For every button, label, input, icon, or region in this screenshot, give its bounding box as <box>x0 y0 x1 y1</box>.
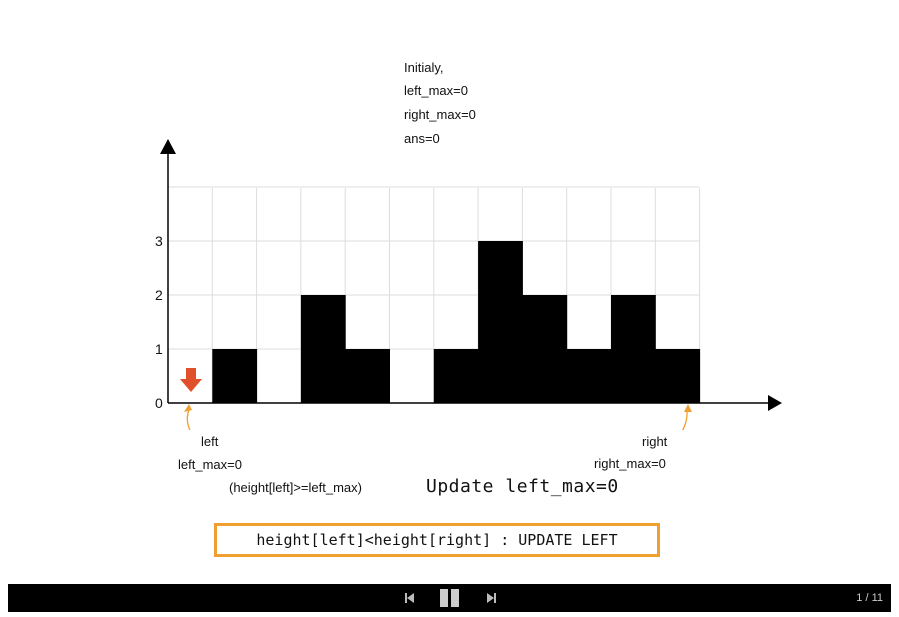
left-pointer-curve-tip-icon <box>184 404 192 412</box>
bar-1 <box>212 349 258 403</box>
bar-4 <box>345 349 390 403</box>
bar-6 <box>433 349 479 403</box>
condition-text: height[left]<height[right] : UPDATE LEFT <box>256 531 618 549</box>
y-tick-3: 3 <box>155 233 163 249</box>
chart-axes <box>160 139 782 411</box>
bar-3 <box>300 295 346 403</box>
left-pointer-arrow-icon <box>180 368 202 392</box>
skip-previous-icon[interactable] <box>404 591 416 605</box>
y-tick-0: 0 <box>155 395 163 411</box>
x-axis-arrow-icon <box>768 395 782 411</box>
bar-7 <box>478 241 523 403</box>
elevation-chart <box>160 139 782 430</box>
y-axis-arrow-icon <box>160 139 176 154</box>
bar-9 <box>566 349 612 403</box>
pause-icon[interactable] <box>440 589 460 607</box>
right-pointer-curve-tip-icon <box>684 404 692 412</box>
y-tick-2: 2 <box>155 287 163 303</box>
page-counter: 1 / 11 <box>856 592 883 604</box>
player-bar: 1 / 11 <box>8 584 891 612</box>
note-ans: ans=0 <box>404 131 440 146</box>
note-right-max: right_max=0 <box>404 107 476 122</box>
left-pointer-curve <box>186 409 191 430</box>
bar-11 <box>655 349 701 403</box>
right-max-label: right_max=0 <box>594 456 666 471</box>
y-tick-1: 1 <box>155 341 163 357</box>
note-initially: Initialy, <box>404 60 444 75</box>
right-pointer-label: right <box>642 434 668 449</box>
right-pointer-curve <box>681 409 688 430</box>
skip-next-icon[interactable] <box>485 591 497 605</box>
bar-8 <box>522 295 568 403</box>
bar-10 <box>611 295 656 403</box>
left-pointer-label: left <box>201 434 219 449</box>
note-left-max: left_max=0 <box>404 83 468 98</box>
comparison-note: (height[left]>=left_max) <box>229 480 362 495</box>
condition-box: height[left]<height[right] : UPDATE LEFT <box>214 523 660 557</box>
update-text: Update left_max=0 <box>426 476 619 497</box>
left-max-label: left_max=0 <box>178 457 242 472</box>
chart-bars <box>212 241 701 403</box>
